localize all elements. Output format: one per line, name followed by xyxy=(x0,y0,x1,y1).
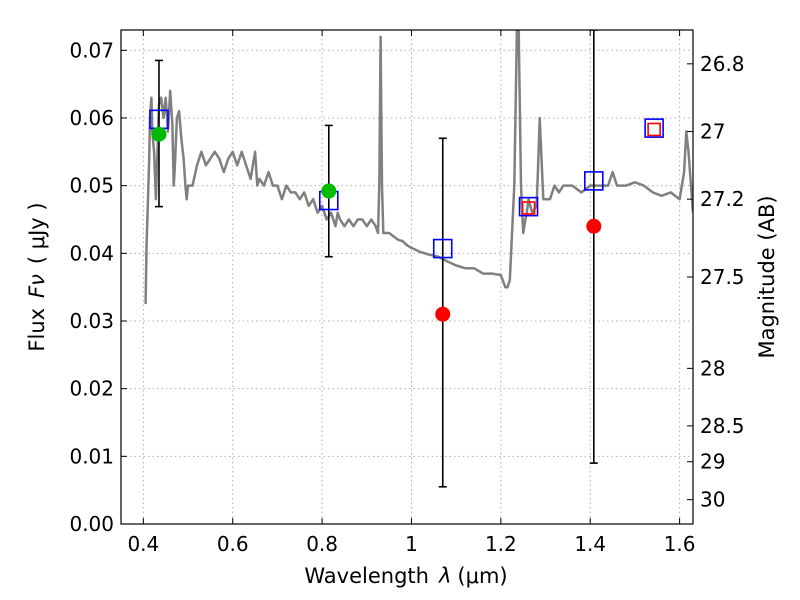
magnitude-tick-label: 27.5 xyxy=(700,265,745,289)
magnitude-tick-label: 29 xyxy=(700,450,725,474)
y-tick-label: 0.00 xyxy=(69,512,114,536)
x-tick-label: 0.4 xyxy=(127,532,159,556)
plot-frame xyxy=(120,29,694,525)
model-flux-box xyxy=(518,196,539,217)
detection-point xyxy=(151,126,167,142)
detection-point xyxy=(321,183,337,199)
model-flux-box xyxy=(583,171,604,191)
non-detection-point xyxy=(586,218,602,234)
series-layer xyxy=(144,30,693,488)
y-axis-label: FluxFν( μJy ) xyxy=(25,202,49,351)
model-flux-box xyxy=(644,118,664,138)
sed-template-line xyxy=(144,30,693,305)
magnitude-axis-label: Magnitude (AB) xyxy=(755,195,779,358)
x-tick-label: 1.4 xyxy=(574,532,606,556)
x-tick-label: 1 xyxy=(405,532,418,556)
magnitude-tick-label: 27.2 xyxy=(700,187,745,211)
x-axis: 0.4 0.6 0.8 1 1.2 1.4 1.6 xyxy=(127,30,696,556)
model-flux-box xyxy=(432,238,453,259)
magnitude-tick-label: 28 xyxy=(700,356,725,380)
y-tick-label: 0.05 xyxy=(69,174,114,198)
y-tick-label: 0.03 xyxy=(69,309,114,333)
upper-limit-square xyxy=(647,122,661,137)
y-axis: 0.00 0.01 0.02 0.03 0.04 0.05 0.06 0.07 xyxy=(69,38,127,536)
x-tick-label: 0.6 xyxy=(217,532,249,556)
x-axis-label: Wavelength λ (μm) xyxy=(304,564,507,588)
y-tick-label: 0.04 xyxy=(69,241,114,265)
magnitude-tick-label: 28.5 xyxy=(700,414,745,438)
magnitude-tick-label: 27 xyxy=(700,120,725,144)
y-tick-label: 0.06 xyxy=(69,106,114,130)
x-tick-label: 1.2 xyxy=(485,532,517,556)
x-tick-label: 0.8 xyxy=(306,532,338,556)
non-detection-point xyxy=(435,306,451,322)
upper-limit-square xyxy=(521,201,536,215)
grid-lines xyxy=(121,30,693,525)
y-tick-label: 0.01 xyxy=(69,444,114,468)
magnitude-axis: 26.8 27 27.2 27.5 28 28.5 29 30 xyxy=(687,52,745,512)
magnitude-tick-label: 26.8 xyxy=(700,52,745,76)
y-tick-label: 0.02 xyxy=(69,377,114,401)
x-tick-label: 1.6 xyxy=(664,532,696,556)
plot-area xyxy=(144,30,693,488)
y-tick-label: 0.07 xyxy=(69,38,114,62)
magnitude-tick-label: 30 xyxy=(700,488,725,512)
